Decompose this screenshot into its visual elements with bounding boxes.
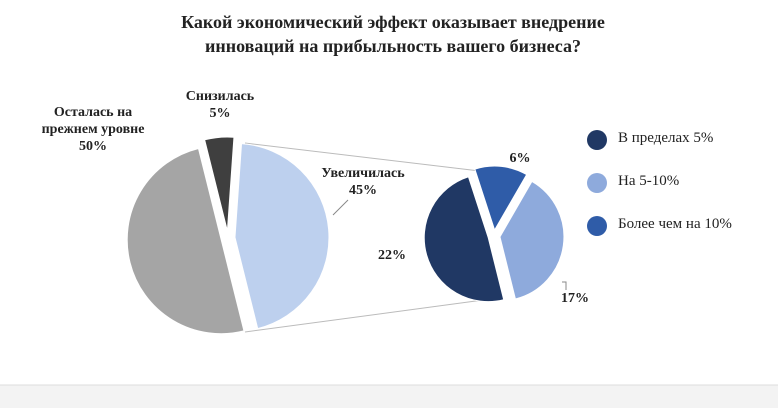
pie-slice	[126, 147, 245, 335]
connector-line	[244, 142, 489, 173]
legend-swatch	[587, 130, 607, 150]
connector-line	[244, 297, 499, 333]
leader-line	[562, 281, 567, 290]
pie-slice	[474, 165, 528, 232]
category-label: Осталась на прежнем уровне	[41, 105, 145, 137]
value-label: 5%	[209, 106, 231, 121]
data-label-group: Увеличилась 45%	[308, 165, 418, 199]
category-label: Увеличилась	[321, 166, 405, 181]
value-label: 50%	[79, 139, 107, 154]
pie-slice	[423, 176, 505, 303]
category-label: Снизилась	[185, 89, 255, 104]
data-label-group: Снизилась 5%	[175, 88, 265, 122]
legend-label: В пределах 5%	[618, 130, 714, 146]
value-label: 22%	[378, 248, 406, 263]
value-label: 6%	[509, 151, 531, 166]
leader-line	[332, 199, 349, 216]
legend-label: Более чем на 10%	[618, 216, 732, 232]
bottom-bar	[0, 385, 778, 408]
legend-swatch	[587, 173, 607, 193]
legend-swatch	[587, 216, 607, 236]
pie-slice	[204, 136, 235, 232]
value-label: 17%	[561, 291, 589, 306]
value-label: 45%	[349, 183, 377, 198]
data-label-group: Осталась на прежнем уровне 50%	[38, 104, 148, 155]
chart-title: Какой экономический эффект оказывает вне…	[181, 12, 605, 56]
pie-slice	[234, 143, 330, 330]
legend-label: На 5-10%	[618, 173, 680, 189]
pie-slice	[499, 180, 565, 300]
